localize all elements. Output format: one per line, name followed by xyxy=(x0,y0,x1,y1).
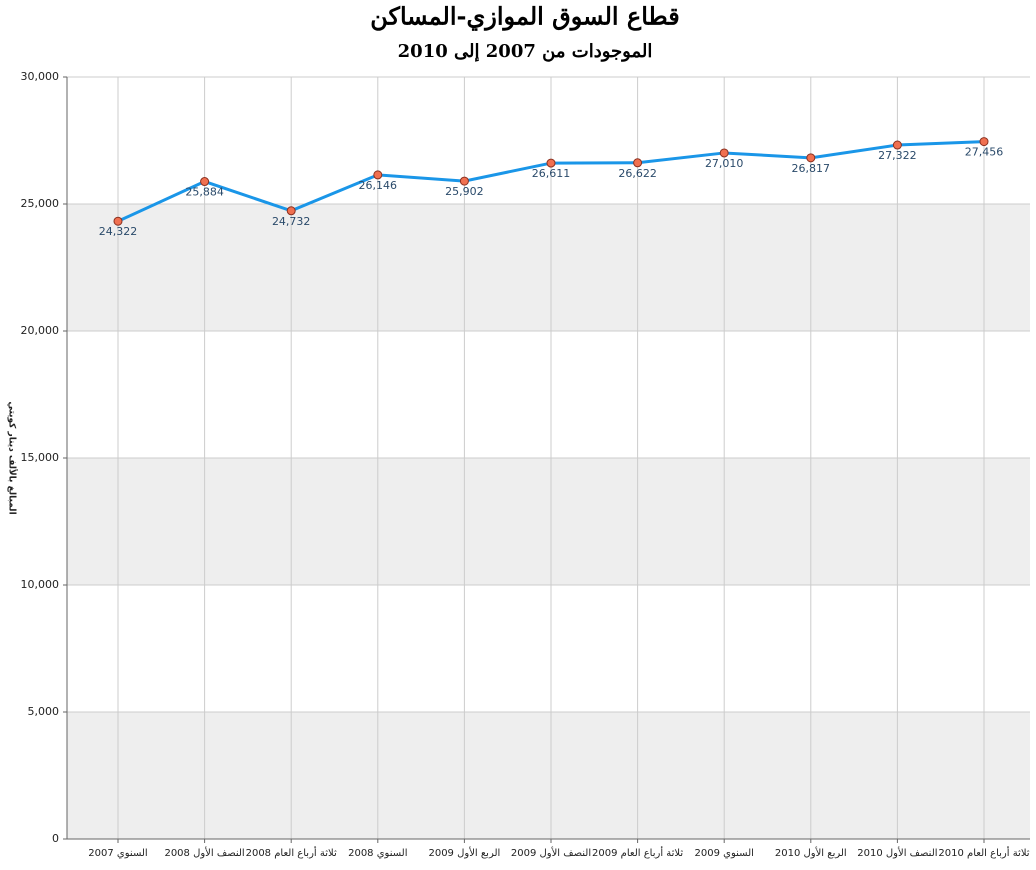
grid-band xyxy=(67,712,1030,839)
x-tick-label: النصف الأول 2009 xyxy=(511,846,591,859)
data-point xyxy=(546,158,556,168)
chart-subtitle: الموجودات من 2007 إلى 2010 xyxy=(398,41,653,62)
x-tick-label: النصف الأول 2008 xyxy=(164,846,244,859)
y-tick-label: 25,000 xyxy=(21,197,60,210)
value-label: 25,884 xyxy=(185,186,224,199)
x-tick-label: الربع الأول 2009 xyxy=(428,846,500,859)
data-point xyxy=(200,177,210,187)
y-tick-label: 5,000 xyxy=(28,705,60,718)
y-tick-label: 20,000 xyxy=(21,324,60,337)
data-point xyxy=(113,216,123,226)
grid-band xyxy=(67,204,1030,331)
x-tick-label: الربع الأول 2010 xyxy=(775,846,847,859)
x-tick-label: السنوي 2008 xyxy=(348,848,407,859)
value-label: 26,622 xyxy=(618,167,657,180)
y-tick-label: 10,000 xyxy=(21,578,60,591)
x-tick-label: ثلاثة أرباع العام 2010 xyxy=(938,846,1029,859)
x-tick-label: النصف الأول 2010 xyxy=(857,846,937,859)
value-label: 27,456 xyxy=(965,146,1004,159)
y-tick-label: 30,000 xyxy=(21,70,60,83)
y-tick-label: 15,000 xyxy=(21,451,60,464)
value-label: 24,322 xyxy=(99,225,138,238)
data-point xyxy=(979,137,989,147)
x-tick-label: ثلاثة أرباع العام 2008 xyxy=(246,846,337,859)
value-label: 25,902 xyxy=(445,185,484,198)
data-point xyxy=(286,206,296,216)
data-point xyxy=(459,176,469,186)
data-point xyxy=(892,140,902,150)
data-point xyxy=(719,148,729,158)
data-point xyxy=(806,153,816,163)
value-label: 27,010 xyxy=(705,157,744,170)
value-label: 26,611 xyxy=(532,167,571,180)
x-tick-label: السنوي 2009 xyxy=(695,848,754,859)
y-tick-label: 0 xyxy=(52,832,59,845)
value-label: 24,732 xyxy=(272,215,311,228)
x-tick-label: ثلاثة أرباع العام 2009 xyxy=(592,846,683,859)
value-label: 26,817 xyxy=(792,162,831,175)
y-axis-label: المبالغ بالألف دينار كويتي xyxy=(7,401,19,514)
chart-title: قطاع السوق الموازي-المساكن xyxy=(370,2,679,32)
data-point xyxy=(633,158,643,168)
value-label: 26,146 xyxy=(359,179,398,192)
value-label: 27,322 xyxy=(878,149,917,162)
grid-band xyxy=(67,458,1030,585)
data-point xyxy=(373,170,383,180)
x-tick-label: السنوي 2007 xyxy=(88,848,147,859)
